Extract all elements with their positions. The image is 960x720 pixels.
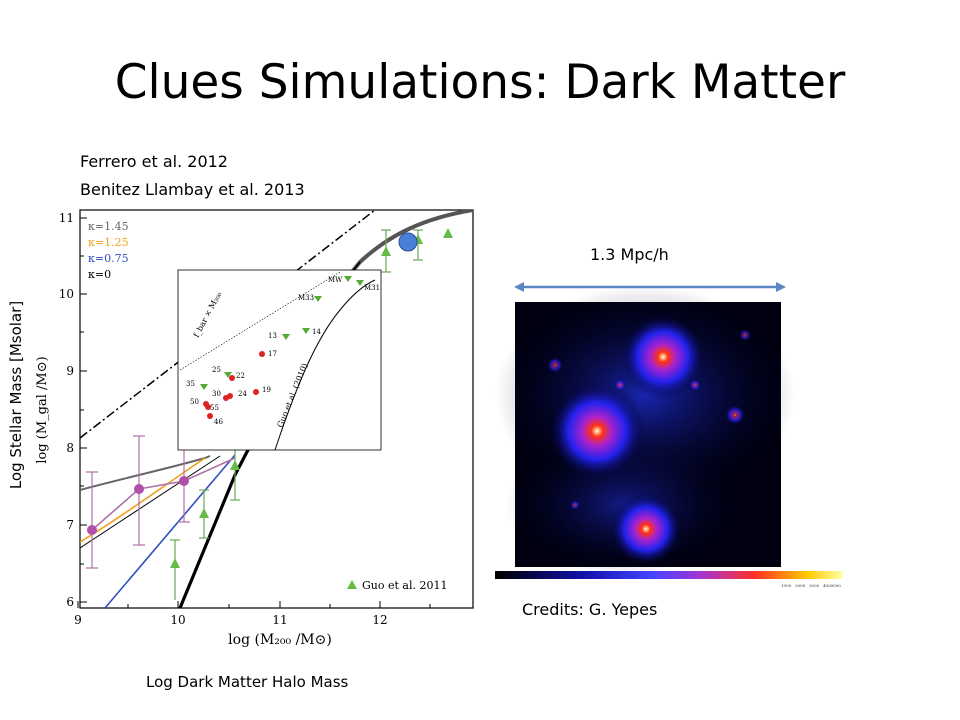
x-tick-label: 10 [170, 613, 185, 627]
dark-matter-simulation-image: 1000 2000 3000 4000000 [495, 275, 843, 588]
y-tick-label: 11 [59, 211, 74, 225]
x-axis-caption: Log Dark Matter Halo Mass [146, 673, 349, 691]
x-tick-label: 11 [272, 613, 287, 627]
inset-panel: f_bar × M₂₀₀ Guo et al. (2010) MW M33 M3… [177, 269, 382, 451]
inset-m31: M31 [364, 284, 380, 292]
colorbar-tick: 2000 [795, 583, 806, 588]
guo-legend-label: Guo et al. 2011 [362, 579, 447, 592]
inset-25: 25 [212, 366, 221, 374]
y-tick-label: 6 [66, 595, 74, 609]
purple-point [87, 525, 97, 535]
scale-label: 1.3 Mpc/h [590, 245, 669, 264]
plot-legend: κ=1.45 κ=1.25 κ=0.75 κ=0 [88, 220, 129, 281]
references: Ferrero et al. 2012 Benitez Llambay et a… [80, 148, 305, 204]
reference-ferrero: Ferrero et al. 2012 [80, 152, 228, 171]
inset-30: 30 [212, 390, 221, 398]
x-tick-label: 9 [74, 613, 82, 627]
x-tick-label: 12 [372, 613, 387, 627]
halo-top [621, 315, 705, 399]
inset-13: 13 [268, 332, 277, 340]
axis-ticks [77, 217, 431, 608]
guo-point [230, 460, 240, 470]
inset-22: 22 [236, 372, 245, 380]
inset-35: 35 [186, 380, 195, 388]
legend-kappa-125: κ=1.25 [88, 236, 129, 249]
inset-14: 14 [312, 328, 321, 336]
legend-kappa-075: κ=0.75 [88, 252, 129, 265]
guo-point [199, 508, 209, 518]
colorbar-tick: 1000 [781, 583, 792, 588]
inset-55: 55 [210, 404, 219, 412]
y-tick-label: 9 [66, 364, 74, 378]
y-tick-label: 8 [66, 441, 74, 455]
guo-point [381, 246, 391, 256]
guo-legend-marker [347, 580, 357, 589]
legend-kappa-0: κ=0 [88, 268, 111, 281]
highlight-point [398, 232, 418, 252]
slide-title: Clues Simulations: Dark Matter [114, 55, 846, 110]
colorbar [495, 571, 843, 579]
kappa-075-curve [104, 454, 236, 608]
purple-point [134, 484, 144, 494]
y-tick-label: 10 [59, 287, 74, 301]
inset-46: 46 [214, 418, 223, 426]
inset-19: 19 [262, 386, 271, 394]
purple-point [179, 476, 189, 486]
credits-text: Credits: G. Yepes [522, 600, 658, 619]
guo-point [443, 228, 453, 238]
y-axis-caption: Log Stellar Mass [Msolar] [7, 300, 25, 490]
inset-17: 17 [268, 350, 277, 358]
reference-benitez: Benitez Llambay et al. 2013 [80, 180, 305, 199]
plot-x-axis-label: log (M₂₀₀ /M⊙) [228, 632, 332, 648]
inset-24: 24 [238, 390, 247, 398]
kappa-145-curve [80, 455, 211, 491]
plot-y-axis-label: log (M_gal /M⊙) [35, 356, 50, 463]
colorbar-tick: 4000000 [823, 583, 841, 588]
colorbar-tick: 3000 [809, 583, 820, 588]
guo-point [170, 558, 180, 568]
y-tick-label: 7 [66, 518, 74, 532]
legend-kappa-145: κ=1.45 [88, 220, 129, 233]
inset-m33: M33 [298, 294, 314, 302]
inset-50: 50 [190, 398, 199, 406]
fbar-line [80, 210, 376, 439]
halo-left [549, 383, 645, 479]
stellar-halo-mass-figure: 11 10 9 8 7 6 9 10 11 12 log (M₂₀₀ /M⊙) … [35, 209, 474, 648]
inset-mw: MW [328, 276, 343, 284]
halo-bottom [610, 493, 682, 565]
kappa-0-curve [80, 455, 221, 549]
